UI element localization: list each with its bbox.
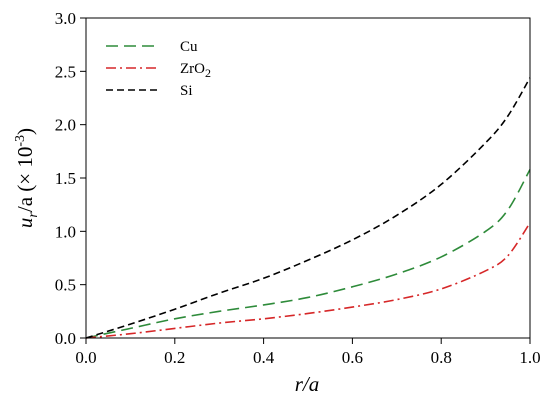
x-tick-label: 0.0 <box>75 348 96 367</box>
x-axis-title-italic: r <box>295 372 304 396</box>
series-line-cu <box>85 169 531 339</box>
legend-label-si: Si <box>180 83 193 99</box>
x-tick-label: 0.4 <box>253 348 275 367</box>
plot-area <box>86 18 530 338</box>
y-tick-label: 0.5 <box>55 276 76 295</box>
x-tick-label: 1.0 <box>519 348 540 367</box>
x-tick-label: 0.8 <box>431 348 452 367</box>
y-tick-label: 2.5 <box>55 62 76 81</box>
plot-background <box>86 18 530 338</box>
legend: Cu ZrO2 Si <box>106 39 211 99</box>
y-axis-title-sup: -3 <box>13 135 28 147</box>
series-line-zro <box>85 222 531 339</box>
y-axis-title-sub: r <box>26 212 41 218</box>
y-tick-label: 0.0 <box>55 329 76 348</box>
x-tick-label: 0.6 <box>342 348 363 367</box>
series-lines <box>85 77 531 339</box>
y-tick-label: 1.5 <box>55 169 76 188</box>
y-axis-title-base: u <box>13 218 37 229</box>
series-line-si <box>85 77 531 339</box>
x-tick-label: 0.2 <box>164 348 185 367</box>
x-axis-title: r/a <box>295 372 320 396</box>
y-axis: 0.0 0.5 1.0 1.5 2.0 2.5 3.0 <box>55 9 86 348</box>
x-axis: 0.0 0.2 0.4 0.6 0.8 1.0 <box>75 338 541 367</box>
x-axis-title-rest: /a <box>302 372 319 396</box>
y-axis-title-close: ) <box>13 128 37 135</box>
y-axis-title: ur/a (× 10-3) <box>13 128 41 228</box>
y-tick-label: 2.0 <box>55 116 76 135</box>
legend-label-zro: ZrO2 <box>180 61 211 80</box>
y-tick-label: 3.0 <box>55 9 76 28</box>
legend-label-cu: Cu <box>180 39 198 55</box>
y-axis-title-rest: /a (× 10 <box>13 147 37 213</box>
y-tick-label: 1.0 <box>55 222 76 241</box>
